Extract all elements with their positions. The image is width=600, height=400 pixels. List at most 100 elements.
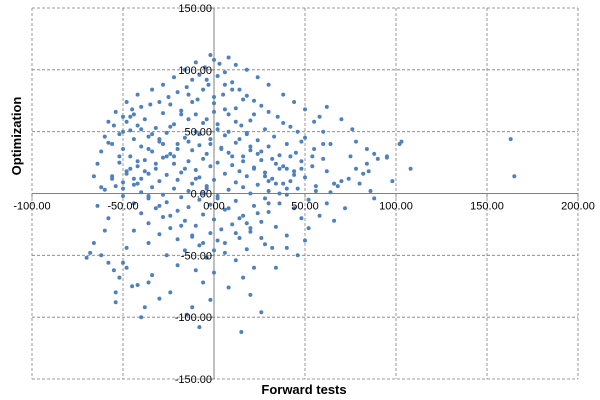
data-point xyxy=(293,150,298,155)
x-tick-label: -100.00 xyxy=(13,201,50,213)
data-point xyxy=(230,222,235,227)
data-point xyxy=(139,144,144,149)
data-point xyxy=(157,232,162,237)
data-point xyxy=(259,158,264,163)
data-point xyxy=(273,265,278,270)
data-point xyxy=(273,161,278,166)
data-point xyxy=(288,179,293,184)
data-point xyxy=(255,75,260,80)
data-point xyxy=(212,217,216,222)
data-point xyxy=(161,142,165,146)
data-point xyxy=(193,129,198,134)
data-point xyxy=(139,211,144,216)
data-point xyxy=(317,114,322,119)
data-point xyxy=(212,270,216,275)
data-point xyxy=(328,142,333,146)
data-point xyxy=(241,97,246,102)
data-point xyxy=(201,87,206,92)
data-point xyxy=(208,231,213,236)
data-point xyxy=(161,192,165,197)
data-point xyxy=(121,147,125,151)
data-point xyxy=(312,147,317,151)
data-point xyxy=(139,190,144,195)
data-point xyxy=(150,185,155,190)
data-point xyxy=(222,207,227,212)
data-point xyxy=(266,189,271,193)
data-point xyxy=(186,92,191,97)
data-point xyxy=(375,156,380,161)
data-point xyxy=(161,155,165,160)
data-point xyxy=(361,171,366,176)
data-point xyxy=(346,176,351,181)
data-point xyxy=(310,154,315,159)
data-point xyxy=(215,127,220,132)
data-point xyxy=(233,140,238,145)
data-point xyxy=(226,55,231,60)
data-point xyxy=(106,260,111,265)
data-point xyxy=(292,172,297,177)
data-point xyxy=(131,137,136,142)
data-point xyxy=(113,300,118,305)
data-point xyxy=(303,135,307,140)
data-point xyxy=(266,210,271,214)
data-point xyxy=(313,184,318,189)
data-point xyxy=(130,107,135,112)
data-point xyxy=(281,121,286,125)
data-point xyxy=(131,228,136,233)
y-axis-label: Optimization xyxy=(9,97,24,176)
x-tick-label: 50.00 xyxy=(291,201,319,213)
data-point xyxy=(172,122,176,127)
data-point xyxy=(204,151,209,156)
data-point xyxy=(328,190,333,195)
data-point xyxy=(270,245,275,250)
data-point xyxy=(306,226,311,231)
data-point xyxy=(153,161,158,166)
data-point xyxy=(259,103,264,108)
data-point xyxy=(172,161,176,166)
y-tick-label: -50.00 xyxy=(181,250,212,262)
data-point xyxy=(121,260,125,265)
data-point xyxy=(106,119,111,124)
data-point xyxy=(299,139,304,144)
data-point xyxy=(259,149,264,154)
data-point xyxy=(212,109,216,114)
data-point xyxy=(84,255,89,260)
data-point xyxy=(233,198,238,203)
data-point xyxy=(252,265,256,270)
data-point xyxy=(303,238,307,243)
data-point xyxy=(312,119,317,124)
data-point xyxy=(135,159,140,164)
data-point xyxy=(332,181,337,186)
data-point xyxy=(399,139,404,144)
data-point xyxy=(208,297,213,302)
data-point xyxy=(270,156,275,161)
data-point xyxy=(384,155,389,160)
data-point xyxy=(164,130,169,135)
data-point xyxy=(197,143,202,148)
data-point xyxy=(157,137,162,142)
data-point xyxy=(512,174,517,179)
data-point xyxy=(303,107,307,112)
data-point xyxy=(239,330,244,334)
data-point xyxy=(272,134,277,139)
data-point xyxy=(284,186,289,191)
data-point xyxy=(135,92,140,97)
data-point xyxy=(106,140,111,145)
data-point xyxy=(364,161,369,166)
data-point xyxy=(204,117,209,122)
data-point xyxy=(364,147,369,151)
data-point xyxy=(366,169,371,174)
data-point xyxy=(233,231,238,236)
data-point xyxy=(201,280,206,285)
data-point xyxy=(153,206,158,211)
data-point xyxy=(186,189,191,193)
data-point xyxy=(179,170,184,175)
x-tick-label: 0.00 xyxy=(203,201,224,213)
data-point xyxy=(172,75,176,80)
data-point xyxy=(150,87,155,92)
data-point xyxy=(255,151,260,156)
data-point xyxy=(266,82,271,87)
data-point xyxy=(230,163,235,168)
data-point xyxy=(299,166,304,171)
data-point xyxy=(139,176,144,181)
